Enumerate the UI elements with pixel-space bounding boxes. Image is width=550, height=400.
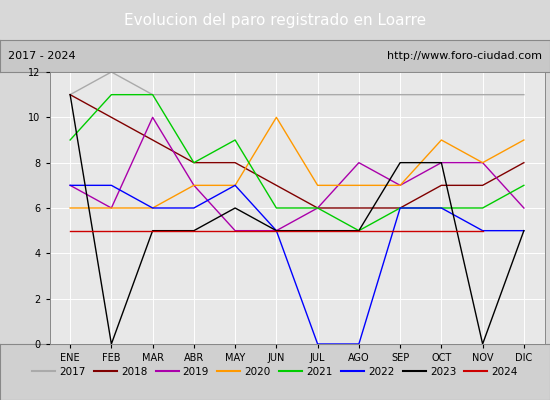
Legend: 2017, 2018, 2019, 2020, 2021, 2022, 2023, 2024: 2017, 2018, 2019, 2020, 2021, 2022, 2023… — [28, 363, 522, 381]
Text: 2017 - 2024: 2017 - 2024 — [8, 51, 76, 61]
Text: Evolucion del paro registrado en Loarre: Evolucion del paro registrado en Loarre — [124, 12, 426, 28]
Text: http://www.foro-ciudad.com: http://www.foro-ciudad.com — [387, 51, 542, 61]
